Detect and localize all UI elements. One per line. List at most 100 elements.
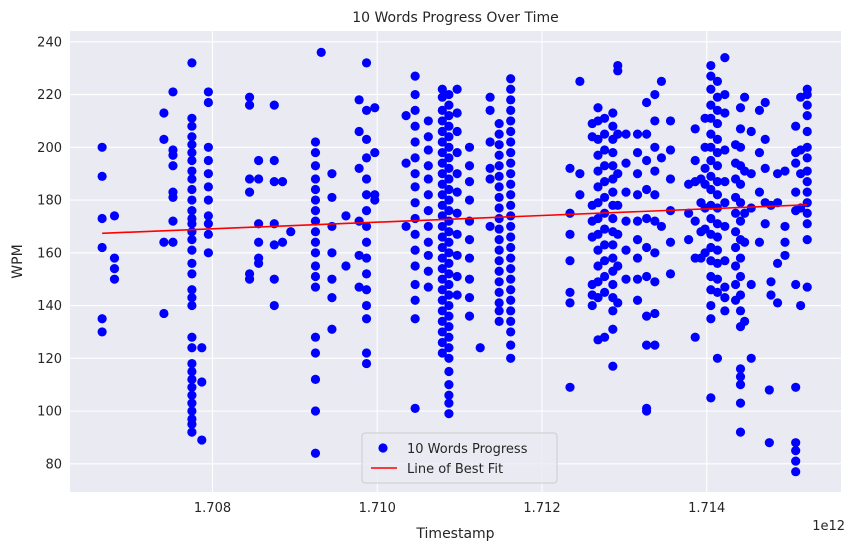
- x-tick-label: 1.710: [359, 501, 396, 516]
- data-point: [410, 105, 420, 115]
- data-point: [437, 242, 447, 253]
- data-point: [772, 169, 783, 179]
- data-point: [244, 92, 255, 102]
- data-point: [254, 174, 264, 184]
- data-point: [464, 293, 475, 303]
- data-point: [613, 200, 623, 210]
- data-point: [187, 195, 197, 205]
- data-point: [642, 184, 652, 195]
- data-point: [735, 103, 746, 113]
- x-axis-label: Timestamp: [415, 526, 494, 542]
- data-point: [802, 208, 812, 218]
- data-point: [444, 100, 454, 110]
- data-point: [327, 192, 337, 203]
- data-point: [791, 279, 801, 290]
- data-point: [187, 427, 197, 437]
- data-point: [494, 316, 504, 326]
- data-point: [506, 274, 516, 284]
- data-point: [401, 111, 411, 121]
- data-point: [494, 306, 504, 316]
- data-point: [203, 87, 213, 97]
- data-point: [97, 142, 107, 152]
- data-point: [706, 171, 716, 181]
- data-point: [506, 200, 516, 210]
- data-point: [168, 192, 178, 203]
- data-point: [712, 76, 723, 86]
- data-point: [712, 219, 723, 229]
- data-point: [506, 316, 516, 326]
- data-point: [310, 137, 321, 147]
- data-point: [791, 382, 801, 392]
- data-point: [642, 406, 652, 416]
- data-point: [187, 332, 197, 342]
- data-point: [310, 161, 321, 171]
- y-tick-label: 200: [37, 141, 62, 156]
- data-point: [410, 229, 420, 239]
- data-point: [650, 116, 660, 126]
- data-point: [444, 89, 454, 100]
- data-point: [410, 182, 420, 192]
- data-point: [506, 84, 516, 94]
- data-point: [444, 390, 454, 400]
- data-point: [494, 161, 504, 171]
- y-tick-label: 180: [37, 194, 62, 209]
- data-point: [593, 245, 603, 255]
- data-point: [565, 208, 575, 218]
- data-point: [203, 182, 213, 192]
- data-point: [621, 245, 631, 255]
- data-point: [494, 192, 504, 203]
- data-point: [593, 198, 603, 208]
- data-point: [665, 269, 676, 279]
- data-point: [494, 235, 504, 245]
- data-point: [361, 134, 372, 144]
- data-point: [802, 282, 812, 292]
- data-point: [485, 105, 495, 115]
- data-point: [310, 237, 321, 247]
- data-point: [203, 211, 213, 221]
- data-point: [327, 169, 337, 179]
- data-point: [187, 300, 197, 311]
- data-point: [437, 84, 447, 94]
- data-point: [593, 150, 603, 160]
- data-point: [97, 327, 107, 337]
- data-point: [565, 287, 575, 297]
- data-point: [187, 269, 197, 279]
- data-point: [632, 190, 643, 200]
- data-point: [452, 169, 462, 179]
- data-point: [772, 258, 783, 268]
- data-point: [437, 274, 447, 284]
- data-point: [437, 285, 447, 295]
- data-point: [361, 358, 372, 369]
- data-point: [187, 358, 197, 369]
- data-point: [361, 174, 372, 184]
- data-point: [796, 300, 806, 311]
- data-point: [485, 163, 495, 174]
- data-point: [159, 237, 169, 247]
- data-point: [642, 340, 652, 350]
- data-point: [354, 95, 364, 105]
- data-point: [423, 174, 433, 184]
- data-point: [506, 137, 516, 147]
- data-point: [327, 293, 337, 303]
- data-point: [437, 158, 447, 168]
- data-point: [437, 137, 447, 147]
- data-point: [802, 166, 812, 176]
- data-point: [735, 271, 746, 282]
- y-tick-label: 160: [37, 246, 62, 261]
- data-point: [254, 155, 264, 166]
- data-point: [452, 229, 462, 239]
- data-point: [593, 229, 603, 239]
- data-point: [593, 293, 603, 303]
- data-point: [599, 176, 610, 187]
- data-point: [310, 174, 321, 184]
- data-point: [706, 142, 716, 152]
- data-point: [444, 216, 454, 226]
- data-point: [452, 84, 462, 94]
- data-point: [410, 169, 420, 179]
- data-point: [720, 145, 730, 155]
- data-point: [437, 306, 447, 316]
- data-point: [423, 145, 433, 155]
- data-point: [444, 121, 454, 131]
- data-point: [361, 269, 372, 279]
- x-tick-label: 1.708: [194, 501, 231, 516]
